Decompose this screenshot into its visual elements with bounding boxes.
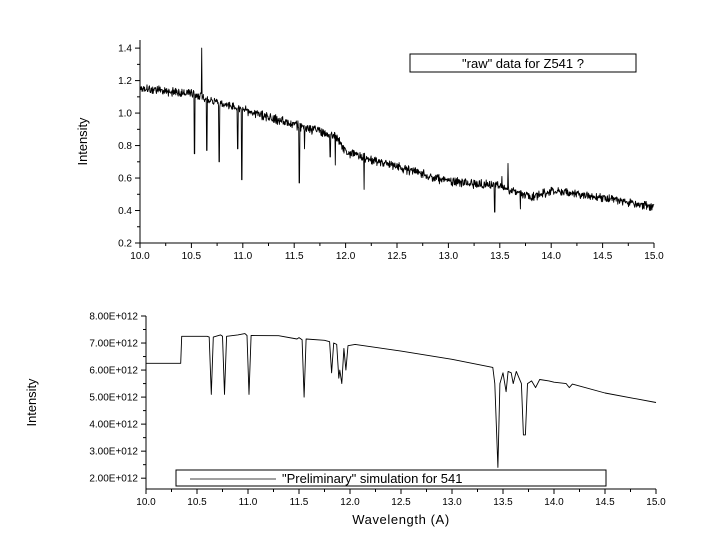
x-tick-label: 11.5: [285, 251, 304, 262]
legend-box: [175, 469, 607, 487]
y-tick-label: 5.00E+012: [89, 393, 138, 404]
x-tick-label: 12.5: [391, 497, 411, 508]
y-tick-label: 0.6: [118, 174, 132, 185]
y-tick-label: 0.2: [118, 239, 132, 250]
x-axis-title: Wavelength (A): [352, 512, 450, 527]
series-line: [146, 333, 657, 468]
x-tick-label: 15.0: [646, 497, 666, 508]
x-tick-label: 14.0: [541, 251, 561, 262]
y-tick-label: 0.8: [118, 141, 132, 152]
x-tick-label: 11.5: [290, 497, 309, 508]
y-tick-label: 4.00E+012: [89, 420, 138, 431]
y-tick-label: 8.00E+012: [89, 312, 138, 323]
x-tick-label: 12.0: [336, 251, 356, 262]
x-tick-label: 10.5: [187, 497, 207, 508]
x-tick-label: 12.5: [387, 251, 407, 262]
y-tick-label: 6.00E+012: [89, 366, 138, 377]
x-tick-label: 13.0: [442, 497, 462, 508]
legend-text: "Preliminary" simulation for 541: [282, 471, 462, 486]
x-tick-label: 13.5: [493, 497, 513, 508]
raw-data-chart: 10.0 10.5 11.0 11.5 12.0 12.5 13.0 13.5 14.0 14.5…: [75, 40, 664, 262]
y-tick-label: 1.4: [118, 44, 132, 55]
simulation-chart: 10.0 10.5 11.0 11.5 12.0 12.5 13.0 13.5 14.0 14.5…: [24, 312, 666, 528]
y-tick-label: 3.00E+012: [89, 447, 138, 458]
x-tick-label: 11.0: [233, 251, 252, 262]
legend-box: [409, 53, 637, 73]
y-tick-label: 1.0: [118, 109, 132, 120]
x-tick-label: 14.5: [593, 251, 613, 262]
legend-text: "raw" data for Z541 ?: [462, 56, 584, 71]
x-tick-label: 11.0: [239, 497, 258, 508]
x-tick-label: 10.5: [182, 251, 202, 262]
x-tick-label: 14.0: [544, 497, 564, 508]
x-tick-label: 13.0: [439, 251, 459, 262]
x-tick-label: 13.5: [490, 251, 510, 262]
legend: "raw" data for Z541 ?: [409, 53, 637, 73]
y-axis-title: Intensity: [75, 117, 90, 165]
x-tick-label: 10.0: [130, 251, 150, 262]
x-tick-label: 15.0: [644, 251, 664, 262]
x-tick-label: 14.5: [595, 497, 615, 508]
x-tick-label: 12.0: [340, 497, 360, 508]
y-tick-label: 1.2: [118, 76, 132, 87]
y-tick-label: 0.4: [118, 206, 132, 217]
y-tick-label: 7.00E+012: [89, 339, 138, 350]
y-axis-title: Intensity: [24, 378, 39, 426]
legend: "Preliminary" simulation for 541: [175, 469, 607, 487]
y-tick-label: 2.00E+012: [89, 474, 138, 485]
series-line: [139, 47, 655, 213]
x-tick-label: 10.0: [136, 497, 156, 508]
